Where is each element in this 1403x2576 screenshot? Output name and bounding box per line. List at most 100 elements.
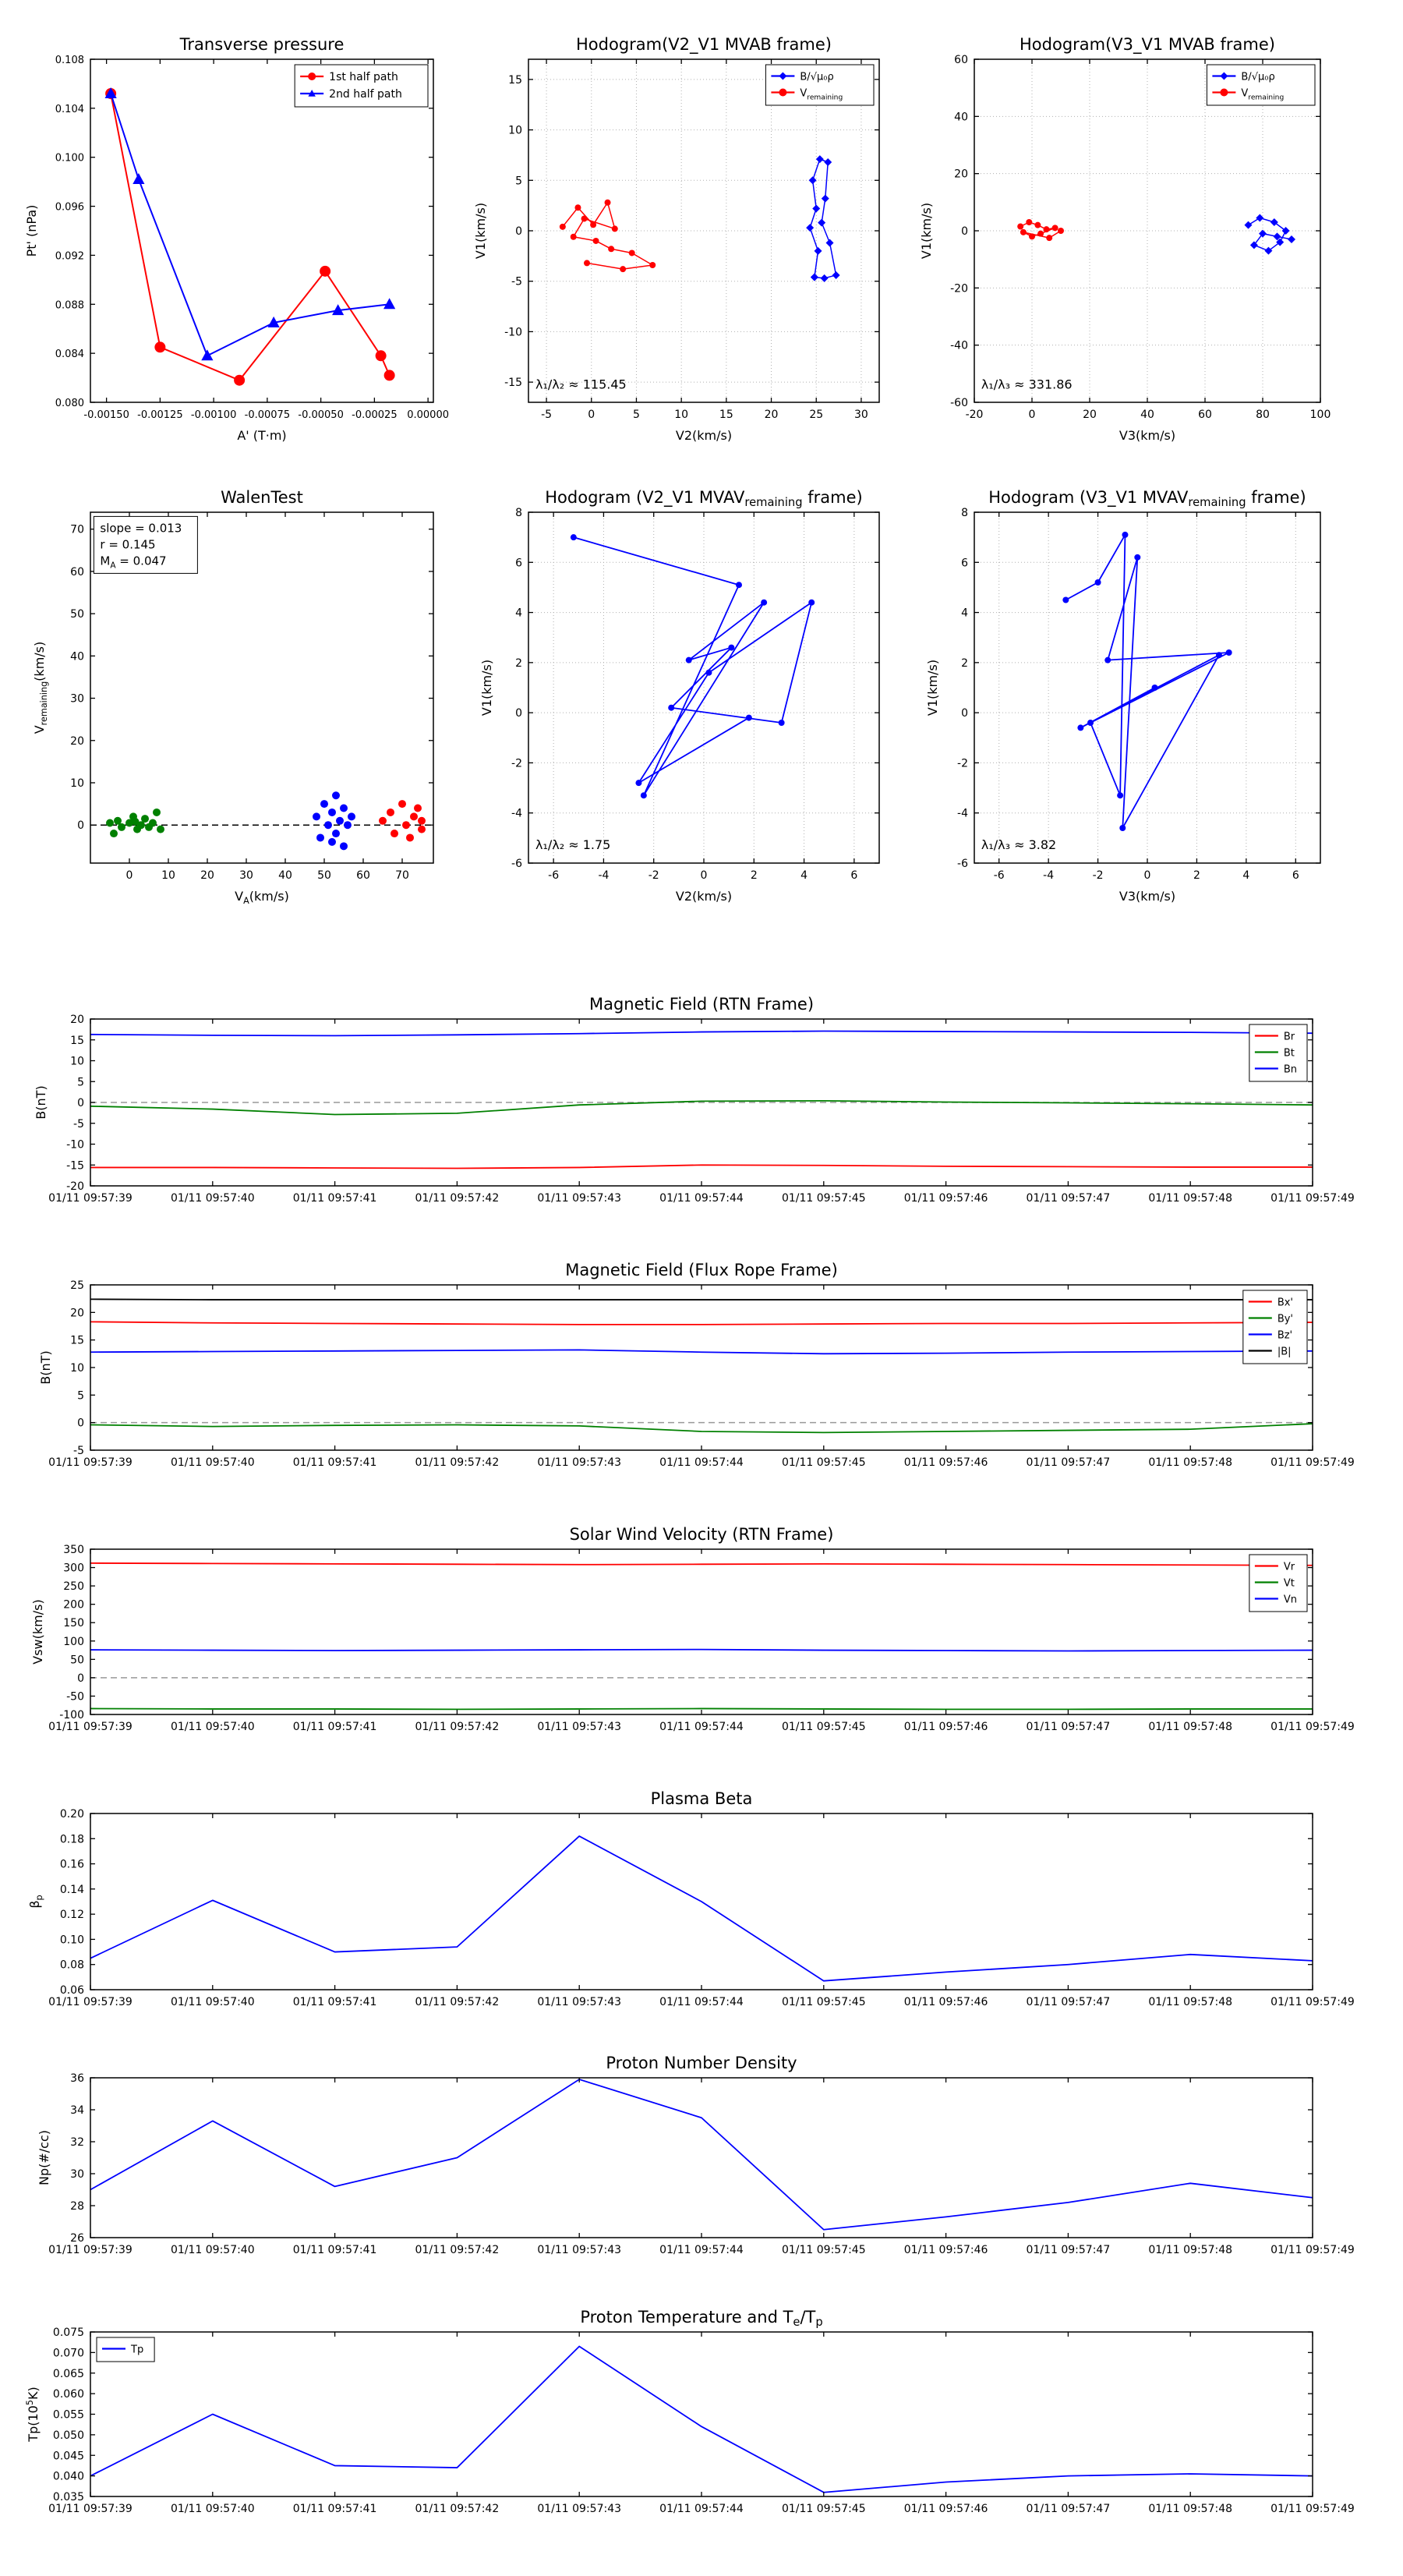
y-tick-label: 100 (63, 1636, 84, 1648)
y-axis-label: Vremaining(km/s) (32, 642, 49, 734)
y-tick-label: 0 (515, 225, 522, 238)
y-tick-label: 15 (508, 74, 522, 87)
y-tick-label: -10 (66, 1139, 84, 1152)
stats-line: r = 0.145 (100, 537, 155, 551)
y-tick-label: 0.045 (53, 2450, 84, 2462)
x-tick-label: 01/11 09:57:49 (1270, 1192, 1355, 1205)
legend-label: Vr (1284, 1562, 1295, 1573)
x-tick-label: 01/11 09:57:47 (1027, 1192, 1111, 1205)
x-tick-label: 01/11 09:57:44 (659, 1996, 744, 2008)
stats-textbox (93, 515, 198, 574)
y-tick-label: 0.16 (60, 1859, 84, 1871)
chart-title: Plasma Beta (651, 1789, 753, 1808)
x-tick-label: 01/11 09:57:48 (1148, 1456, 1232, 1469)
y-tick-label: 36 (70, 2072, 84, 2085)
y-tick-label: 0.080 (55, 398, 84, 409)
y-tick-label: 0.12 (60, 1909, 84, 1921)
y-tick-label: -6 (511, 858, 522, 870)
series-by- (90, 1423, 1313, 1434)
x-tick-label: 30 (854, 409, 868, 421)
x-tick-label: 01/11 09:57:46 (904, 2503, 988, 2515)
y-tick-label: 0.055 (53, 2409, 84, 2422)
x-tick-label: 01/11 09:57:40 (171, 1192, 255, 1205)
chart-proton-temperature: 01/11 09:57:39 01/11 09:57:40 01/11 09:57:… (25, 2308, 1355, 2515)
y-tick-label: 350 (63, 1544, 84, 1556)
x-tick-label: 01/11 09:57:42 (415, 1721, 500, 1733)
x-tick-label: 01/11 09:57:40 (171, 1456, 255, 1469)
y-tick-label: -5 (73, 1445, 84, 1457)
legend-label: Vremaining (800, 88, 843, 102)
y-tick-label: 32 (70, 2136, 84, 2149)
x-tick-label: 01/11 09:57:46 (904, 1996, 988, 2008)
legend: B/√μ₀ρ Vremaining (765, 64, 875, 106)
y-tick-label: 0.035 (53, 2491, 84, 2503)
x-tick-label: 01/11 09:57:39 (48, 2503, 133, 2515)
chart-hodogram-v3v1-mvav: -6 -4 -2 0 2 4 6 -6 -4 -2 0 2 4 6 8 Hodogram (V3_V1 MVA… (925, 488, 1321, 904)
y-tick-label: 2 (515, 657, 522, 670)
x-tick-label: 01/11 09:57:42 (415, 2503, 500, 2515)
x-tick-label: 01/11 09:57:43 (537, 1456, 621, 1469)
y-tick-label: 150 (63, 1617, 84, 1629)
y-tick-label: 0 (515, 707, 522, 720)
x-tick-label: 40 (278, 869, 292, 882)
legend-label: Bn (1284, 1064, 1297, 1076)
y-tick-label: 0.060 (53, 2388, 84, 2401)
legend-label: Tp (130, 2344, 143, 2356)
y-tick-label: 4 (515, 607, 522, 620)
chart-magnetic-rtn: 01/11 09:57:39 01/11 09:57:40 01/11 09:57:… (34, 995, 1355, 1205)
x-tick-label: -0.00125 (137, 409, 182, 421)
x-tick-label: 40 (1140, 409, 1154, 421)
y-tick-label: 0.075 (53, 2327, 84, 2339)
x-tick-label: 01/11 09:57:42 (415, 2244, 500, 2256)
y-tick-label: 15 (70, 1335, 84, 1347)
y-tick-label: 30 (70, 693, 84, 706)
series-vr (90, 1562, 1313, 1566)
x-tick-label: 01/11 09:57:41 (293, 1192, 377, 1205)
series-vt (90, 1707, 1313, 1711)
y-tick-label: -20 (950, 282, 968, 295)
x-tick-label: 01/11 09:57:45 (782, 1721, 866, 1733)
legend-label: B/√μ₀ρ (1241, 72, 1274, 83)
y-tick-label: -20 (66, 1180, 84, 1193)
x-tick-label: -0.00025 (352, 409, 397, 421)
y-tick-label: -5 (511, 276, 522, 288)
chart-proton-number-density: 01/11 09:57:39 01/11 09:57:40 01/11 09:57:… (37, 2054, 1355, 2256)
y-tick-label: 0.050 (53, 2429, 84, 2442)
x-tick-label: 01/11 09:57:46 (904, 1721, 988, 1733)
series-bt (90, 1099, 1313, 1116)
x-tick-label: 01/11 09:57:41 (293, 1721, 377, 1733)
legend-label: 2nd half path (329, 88, 402, 101)
x-tick-label: 01/11 09:57:49 (1270, 1996, 1355, 2008)
y-tick-label: -50 (66, 1690, 84, 1703)
y-tick-label: 5 (77, 1389, 84, 1402)
x-tick-label: 01/11 09:57:45 (782, 2503, 866, 2515)
series-path (1065, 534, 1230, 829)
chart-title: Transverse pressure (179, 35, 345, 54)
x-tick-label: 01/11 09:57:46 (904, 1456, 988, 1469)
series-vn (90, 1648, 1313, 1652)
y-tick-label: -40 (950, 340, 968, 352)
x-tick-label: -6 (994, 869, 1005, 882)
y-tick-label: 10 (508, 125, 522, 137)
x-tick-label: 01/11 09:57:45 (782, 1996, 866, 2008)
y-axis-label: Vsw(km/s) (30, 1599, 45, 1664)
x-tick-label: 01/11 09:57:43 (537, 1721, 621, 1733)
y-tick-label: 0.10 (60, 1934, 84, 1946)
y-tick-label: 6 (515, 557, 522, 569)
legend-label: Vremaining (1241, 88, 1284, 102)
chart-title: Magnetic Field (RTN Frame) (589, 995, 814, 1014)
y-tick-label: 40 (70, 650, 84, 663)
x-tick-label: 4 (800, 869, 808, 882)
legend: Bx' By' Bz' |B| (1242, 1290, 1308, 1364)
y-axis-label: V1(km/s) (479, 660, 494, 716)
y-tick-label: 60 (954, 54, 968, 66)
x-axis-label: V2(km/s) (676, 428, 732, 443)
chart-walen-test: 0 10 20 30 40 50 60 70 0 10 20 30 40 50 60 70 WalenTest V… (32, 488, 434, 906)
x-tick-label: 01/11 09:57:39 (48, 1996, 133, 2008)
x-tick-label: 60 (1198, 409, 1212, 421)
annotation: λ₁/λ₂ ≈ 1.75 (535, 837, 610, 852)
chart-hodogram-v2v1-mvav: -6 -4 -2 0 2 4 6 -6 -4 -2 0 2 4 6 8 Hodogram (V2_V1 MVA… (479, 488, 880, 904)
legend-label: Bt (1284, 1048, 1295, 1060)
legend: Tp (96, 2337, 155, 2362)
